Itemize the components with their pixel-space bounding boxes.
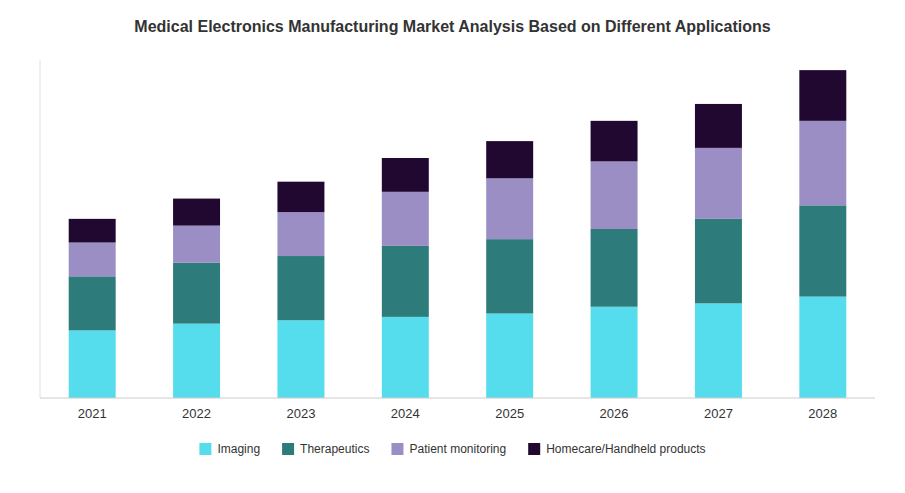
x-tick-label: 2026 bbox=[600, 406, 629, 421]
legend-label: Patient monitoring bbox=[409, 442, 506, 456]
bar-segment bbox=[277, 320, 324, 398]
legend-swatch bbox=[199, 443, 211, 455]
chart-title: Medical Electronics Manufacturing Market… bbox=[134, 18, 770, 35]
bar-segment bbox=[277, 256, 324, 320]
bar-segment bbox=[799, 70, 846, 121]
bar-segment bbox=[173, 226, 220, 263]
legend-swatch bbox=[528, 443, 540, 455]
legend-label: Imaging bbox=[217, 442, 260, 456]
legend-label: Homecare/Handheld products bbox=[546, 442, 705, 456]
legend-item: Patient monitoring bbox=[391, 442, 506, 456]
bars bbox=[69, 70, 847, 398]
bar-segment bbox=[277, 182, 324, 212]
legend-label: Therapeutics bbox=[300, 442, 369, 456]
chart-container: Medical Electronics Manufacturing Market… bbox=[0, 0, 905, 493]
bar-segment bbox=[173, 199, 220, 226]
legend-item: Therapeutics bbox=[282, 442, 369, 456]
bar-segment bbox=[69, 330, 116, 398]
bar-segment bbox=[69, 276, 116, 330]
bar-segment bbox=[277, 212, 324, 256]
chart-svg: Medical Electronics Manufacturing Market… bbox=[0, 0, 905, 493]
legend: Imaging Therapeutics Patient monitoring Hom… bbox=[199, 442, 705, 456]
bar-segment bbox=[173, 263, 220, 324]
bar-segment bbox=[486, 178, 533, 239]
x-axis-line bbox=[40, 398, 875, 399]
bar-segment bbox=[382, 158, 429, 192]
bar-segment bbox=[695, 104, 742, 148]
bar-segment bbox=[486, 239, 533, 313]
legend-item: Imaging bbox=[199, 442, 260, 456]
bar-segment bbox=[695, 219, 742, 303]
bar-segment bbox=[382, 192, 429, 246]
legend-item: Homecare/Handheld products bbox=[528, 442, 705, 456]
bar-segment bbox=[799, 297, 846, 398]
bar-segment bbox=[695, 303, 742, 398]
bar-segment bbox=[591, 161, 638, 229]
x-tick-label: 2024 bbox=[391, 406, 420, 421]
bar-segment bbox=[382, 317, 429, 398]
x-tick-label: 2023 bbox=[286, 406, 315, 421]
bar-segment bbox=[695, 148, 742, 219]
bar-segment bbox=[173, 324, 220, 398]
bar-segment bbox=[591, 307, 638, 398]
x-tick-label: 2025 bbox=[495, 406, 524, 421]
bar-segment bbox=[69, 219, 116, 243]
bar-segment bbox=[799, 205, 846, 296]
bar-segment bbox=[382, 246, 429, 317]
bar-segment bbox=[591, 229, 638, 307]
legend-swatch bbox=[282, 443, 294, 455]
y-axis-line bbox=[40, 60, 41, 398]
x-tick-label: 2022 bbox=[182, 406, 211, 421]
bar-segment bbox=[486, 314, 533, 399]
bar-segment bbox=[486, 141, 533, 178]
legend-swatch bbox=[391, 443, 403, 455]
x-tick-label: 2027 bbox=[704, 406, 733, 421]
x-tick-label: 2028 bbox=[808, 406, 837, 421]
bar-segment bbox=[591, 121, 638, 162]
x-tick-label: 2021 bbox=[78, 406, 107, 421]
bar-segment bbox=[69, 243, 116, 277]
bar-segment bbox=[799, 121, 846, 206]
